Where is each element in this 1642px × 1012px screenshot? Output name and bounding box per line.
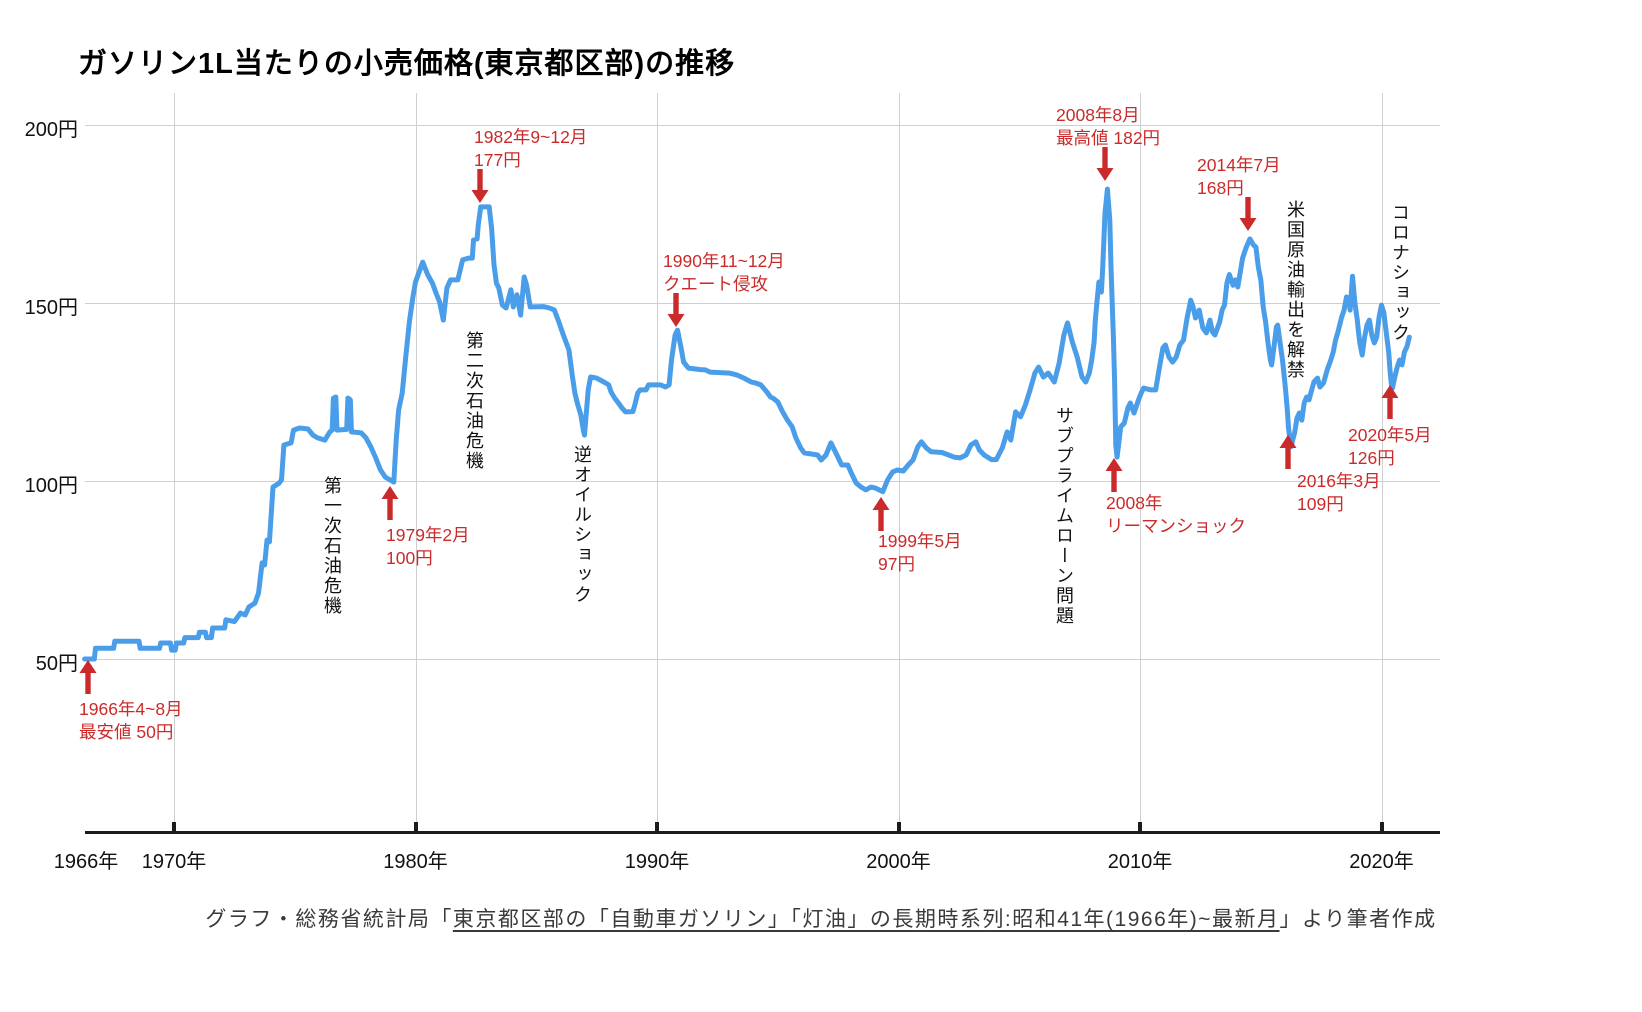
x-axis-label-1990: 1990年 xyxy=(624,851,690,873)
annotation-dip-1979: 1979年2月 100円 xyxy=(386,524,470,570)
annotation-kuwait-1990: 1990年11~12月 クエート侵攻 xyxy=(663,250,785,296)
x-tick-1990 xyxy=(655,822,659,833)
y-axis-label-150: 150円 xyxy=(24,297,78,319)
price-line xyxy=(82,186,1412,662)
annotation-arrow-down-icon xyxy=(667,293,685,327)
y-gridline-150 xyxy=(85,303,1440,304)
annotation-peak-2014: 2014年7月 168円 xyxy=(1197,154,1281,200)
annotation-line: 97円 xyxy=(878,554,915,574)
annotation-line: 126円 xyxy=(1348,448,1395,468)
y-axis-label-50: 50円 xyxy=(35,653,78,675)
annotation-line: 109円 xyxy=(1297,494,1344,514)
x-axis-label-1966: 1966年 xyxy=(53,851,119,873)
annotation-line: 2020年5月 xyxy=(1348,425,1432,445)
x-axis-label-1980: 1980年 xyxy=(383,851,448,873)
event-label-first-oil-crisis: 第一次石油危機 xyxy=(322,476,342,616)
x-gridline-1970 xyxy=(174,93,175,831)
annotation-line: 177円 xyxy=(474,150,521,170)
annotation-line: 1979年2月 xyxy=(386,525,470,545)
annotation-line: 1990年11~12月 xyxy=(663,251,785,271)
x-tick-2000 xyxy=(896,822,901,833)
x-gridline-1980 xyxy=(415,93,417,831)
source-suffix: 」より筆者作成 xyxy=(1279,908,1437,931)
annotation-arrow-up-icon xyxy=(1105,458,1123,492)
x-gridline-2000 xyxy=(898,93,900,831)
source-prefix: グラフ・総務省統計局「 xyxy=(205,908,453,931)
y-gridline-200 xyxy=(85,125,1440,126)
annotation-arrow-up-icon xyxy=(872,497,890,531)
x-tick-1980 xyxy=(413,822,418,833)
x-axis-label-2010: 2010年 xyxy=(1107,851,1173,873)
annotation-line: 2016年3月 xyxy=(1297,471,1381,491)
x-tick-2020 xyxy=(1379,822,1384,833)
annotation-line: 最安値 50円 xyxy=(79,722,174,742)
x-gridline-1990 xyxy=(657,93,658,831)
x-gridline-2010 xyxy=(1140,93,1141,831)
annotation-line: 168円 xyxy=(1197,178,1244,198)
annotation-arrow-down-icon xyxy=(1096,147,1114,181)
annotation-arrow-up-icon xyxy=(381,486,399,520)
event-label-subprime-loan: サブプライムローン問題 xyxy=(1054,406,1074,626)
annotation-arrow-up-icon xyxy=(79,660,97,694)
event-label-second-oil-crisis: 第二次石油危機 xyxy=(464,331,484,471)
annotation-dip-2020: 2020年5月 126円 xyxy=(1348,424,1432,470)
annotation-peak-2008: 2008年8月最高値 182円 xyxy=(1056,104,1160,150)
annotation-line: リーマンショック xyxy=(1106,516,1246,536)
annotation-dip-2016: 2016年3月 109円 xyxy=(1297,470,1381,516)
event-label-us-crude-export: 米国原油輸出を解禁 xyxy=(1285,200,1305,380)
annotation-line: 1999年5月 xyxy=(878,531,962,551)
chart-title: ガソリン1L当たりの小売価格(東京都区部)の推移 xyxy=(78,48,736,80)
annotation-line: 2008年8月 xyxy=(1056,105,1140,125)
annotation-arrow-down-icon xyxy=(1239,197,1257,231)
annotation-line: 2014年7月 xyxy=(1197,155,1281,175)
annotation-peak-1982: 1982年9~12月 177円 xyxy=(474,126,587,172)
source-link[interactable]: 東京都区部の「自動車ガソリン」「灯油」の長期時系列:昭和41年(1966年)~最… xyxy=(452,908,1280,931)
annotation-arrow-up-icon xyxy=(1381,385,1399,419)
annotation-line: 100円 xyxy=(386,548,433,568)
y-axis-label-200: 200円 xyxy=(24,119,78,141)
annotation-arrow-up-icon xyxy=(1279,435,1297,469)
annotation-dip-1999: 1999年5月 97円 xyxy=(878,530,962,576)
x-axis-label-1970: 1970年 xyxy=(141,851,207,873)
x-tick-1970 xyxy=(172,822,176,833)
x-tick-2010 xyxy=(1138,822,1142,833)
y-axis-label-100: 100円 xyxy=(24,475,78,497)
x-axis-label-2000: 2000年 xyxy=(866,851,931,873)
event-label-corona-shock: コロナショック xyxy=(1390,203,1410,343)
annotation-low-1966: 1966年4~8月 最安値 50円 xyxy=(79,698,183,744)
x-axis-label-2020: 2020年 xyxy=(1349,851,1414,873)
x-axis-line xyxy=(85,831,1440,834)
annotation-line: 最高値 182円 xyxy=(1056,128,1161,148)
x-gridline-2020 xyxy=(1381,93,1383,831)
annotation-arrow-down-icon xyxy=(471,169,489,203)
annotation-line: 1966年4~8月 xyxy=(79,699,183,719)
annotation-line: 1982年9~12月 xyxy=(474,127,588,147)
y-gridline-50 xyxy=(85,659,1440,660)
annotation-lehman-2008: 2008年リーマンショック xyxy=(1106,492,1246,538)
annotation-line: 2008年 xyxy=(1106,493,1163,513)
source-caption: グラフ・総務省統計局「東京都区部の「自動車ガソリン」「灯油」の長期時系列:昭和4… xyxy=(0,903,1642,933)
annotation-line: クエート侵攻 xyxy=(663,274,768,294)
y-gridline-100 xyxy=(85,481,1440,482)
event-label-reverse-oil-shock: 逆オイルショック xyxy=(572,445,592,605)
